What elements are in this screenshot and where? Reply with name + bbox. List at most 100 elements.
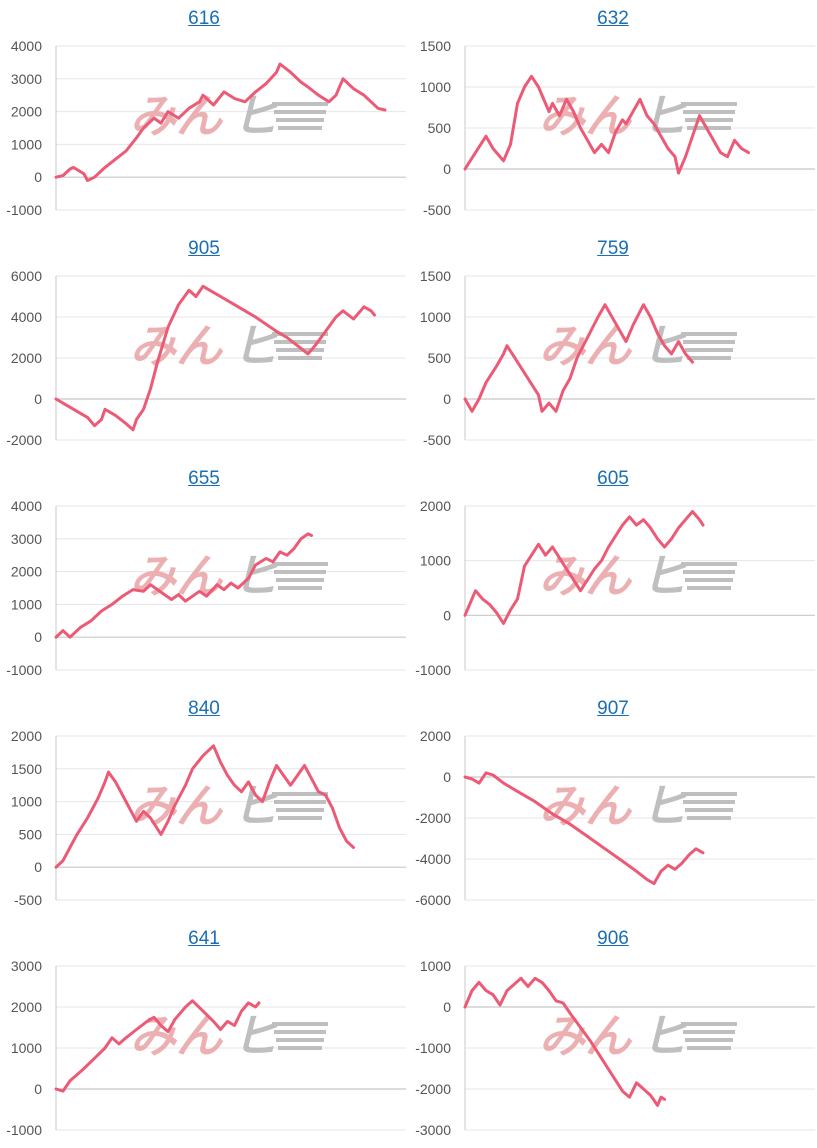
series-line — [54, 532, 313, 639]
y-tick-label: 0 — [34, 629, 42, 645]
y-tick-label: 1000 — [420, 309, 451, 325]
y-tick-label: 4000 — [11, 498, 42, 514]
y-tick-label: 0 — [443, 769, 451, 785]
chart-title: 641 — [0, 928, 408, 950]
watermark-logo: みんヒ — [130, 550, 328, 602]
y-tick-label: 1000 — [11, 794, 42, 810]
y-tick-label: 1000 — [420, 79, 451, 95]
watermark-stripe — [278, 816, 322, 820]
y-tick-label: -3000 — [415, 1122, 451, 1138]
y-tick-label: 500 — [19, 826, 43, 842]
y-tick-label: 2000 — [11, 999, 42, 1015]
y-tick-label: 1500 — [420, 38, 451, 54]
y-tick-label: 4000 — [11, 309, 42, 325]
watermark-stripe — [681, 562, 737, 566]
chart-panel: 840 2000 1500 1000 500 0 -500 みんヒ — [0, 690, 408, 918]
watermark-logo: みんヒ — [130, 90, 328, 142]
chart-title: 655 — [0, 468, 408, 490]
chart-title-link[interactable]: 905 — [188, 238, 220, 259]
y-tick-label: 1500 — [420, 268, 451, 284]
chart-title-link[interactable]: 641 — [188, 928, 220, 949]
watermark-stripe — [272, 1022, 328, 1026]
y-tick-label: 2000 — [11, 564, 42, 580]
y-tick-label: -500 — [14, 892, 42, 908]
series-line — [463, 976, 666, 1107]
chart-title: 632 — [409, 8, 817, 30]
y-tick-label: 0 — [443, 999, 451, 1015]
y-tick-label: -2000 — [415, 1081, 451, 1097]
watermark-stripe — [681, 102, 737, 106]
chart-title-link[interactable]: 840 — [188, 698, 220, 719]
chart-title-link[interactable]: 655 — [188, 468, 220, 489]
chart-panel: 655 4000 3000 2000 1000 0 -1000 みんヒ — [0, 460, 408, 688]
watermark-stripe — [685, 348, 733, 352]
y-tick-label: 1500 — [11, 761, 42, 777]
y-tick-label: -2000 — [415, 810, 451, 826]
watermark-stripe — [276, 578, 324, 582]
y-tick-label: 500 — [428, 350, 452, 366]
watermark-stripe — [687, 1046, 731, 1050]
series-line — [54, 999, 261, 1093]
watermark-stripe — [278, 586, 322, 590]
watermark-stripe — [685, 808, 733, 812]
chart-title-link[interactable]: 605 — [597, 468, 629, 489]
y-tick-label: -500 — [423, 432, 451, 448]
chart-panel: 905 6000 4000 2000 0 -2000 みんヒ — [0, 230, 408, 458]
watermark-stripe — [687, 586, 731, 590]
watermark-stripe — [276, 348, 324, 352]
watermark-stripe — [272, 562, 328, 566]
watermark-stripe — [272, 332, 328, 336]
y-tick-label: 2000 — [11, 350, 42, 366]
watermark-stripe — [681, 792, 737, 796]
line-chart: 6000400020000-2000みんヒ — [6, 268, 406, 448]
chart-title: 759 — [409, 238, 817, 260]
watermark-right-text: ヒ — [232, 90, 278, 142]
y-tick-label: 0 — [34, 1081, 42, 1097]
watermark-stripe — [683, 110, 735, 114]
y-tick-label: -1000 — [415, 662, 451, 678]
chart-panel: 907 2000 0 -2000 -4000 -6000 みんヒ — [409, 690, 817, 918]
line-chart: 2000 0 -2000 -4000 -6000 みんヒ — [415, 728, 815, 908]
y-tick-label: 1000 — [11, 1040, 42, 1056]
series-line — [463, 510, 705, 625]
watermark-right-text: ヒ — [232, 550, 278, 602]
chart-title-link[interactable]: 906 — [597, 928, 629, 949]
chart-title-link[interactable]: 907 — [597, 698, 629, 719]
watermark-stripe — [687, 126, 731, 130]
watermark-right-text: ヒ — [641, 550, 687, 602]
watermark-logo: みんヒ — [130, 1010, 328, 1062]
watermark-stripe — [276, 808, 324, 812]
chart-title: 616 — [0, 8, 408, 30]
line-chart: 4000 3000 2000 1000 0 -1000 みんヒ — [6, 38, 406, 218]
watermark-stripe — [278, 356, 322, 360]
watermark-stripe — [276, 1038, 324, 1042]
y-tick-label: -1000 — [6, 1122, 42, 1138]
watermark-stripe — [274, 800, 326, 804]
y-tick-label: -2000 — [6, 432, 42, 448]
chart-title-link[interactable]: 616 — [188, 8, 220, 29]
y-tick-label: -6000 — [415, 892, 451, 908]
y-tick-label: 4000 — [11, 38, 42, 54]
y-tick-label: 2000 — [11, 104, 42, 120]
chart-title-link[interactable]: 632 — [597, 8, 629, 29]
y-tick-label: 1000 — [11, 596, 42, 612]
line-chart: 3000 2000 1000 0 -1000 みんヒ — [6, 958, 406, 1138]
y-tick-label: 2000 — [420, 728, 451, 744]
chart-title: 605 — [409, 468, 817, 490]
watermark-stripe — [683, 570, 735, 574]
y-tick-label: 2000 — [11, 728, 42, 744]
chart-title: 906 — [409, 928, 817, 950]
y-tick-label: -1000 — [6, 202, 42, 218]
line-chart: 4000 3000 2000 1000 0 -1000 みんヒ — [6, 498, 406, 678]
line-chart: 2000 1000 0 -1000 みんヒ — [415, 498, 815, 678]
y-tick-label: 1000 — [11, 136, 42, 152]
series-line — [463, 303, 694, 413]
y-tick-label: 0 — [34, 859, 42, 875]
watermark-stripe — [272, 102, 328, 106]
chart-panel: 605 2000 1000 0 -1000 みんヒ — [409, 460, 817, 688]
y-tick-label: -4000 — [415, 851, 451, 867]
watermark-stripe — [683, 340, 735, 344]
chart-title-link[interactable]: 759 — [597, 238, 629, 259]
chart-panel: 759 1500 1000 500 0 -500 みんヒ — [409, 230, 817, 458]
